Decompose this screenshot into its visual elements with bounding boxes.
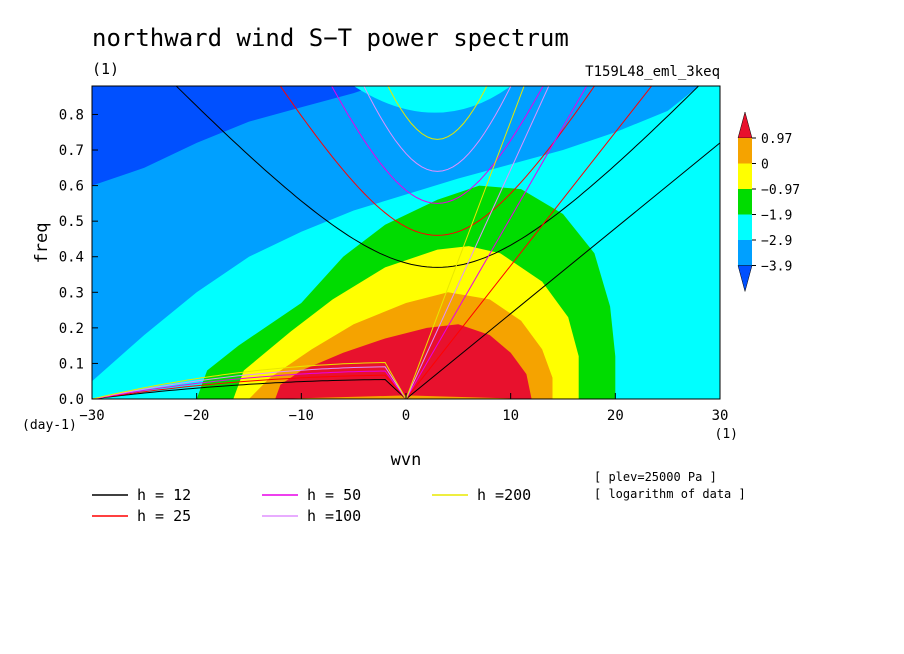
chart-subtitle-left: (1): [92, 60, 119, 78]
legend-label: h =100: [307, 507, 361, 525]
note-plev: [ plev=25000 Pa ]: [594, 470, 717, 484]
note-logarithm: [ logarithm of data ]: [594, 487, 746, 501]
curve-legend: h = 12 h = 25 h = 50 h =100 h =200: [92, 486, 531, 525]
curve-kelvin-200: [405, 86, 525, 399]
curve-ig-12: [175, 86, 700, 268]
curve-rossby-50: [92, 370, 407, 399]
x-tick-label: −30: [79, 408, 104, 424]
curve-kelvin-12: [405, 142, 720, 399]
legend-label: h =200: [477, 486, 531, 504]
colorbar-label: 0: [761, 158, 769, 173]
y-tick-label: 0.1: [59, 356, 84, 372]
colorbar-label: 0.97: [761, 132, 792, 147]
curve-ig-25: [279, 86, 596, 236]
x-tick-label: 10: [502, 408, 519, 424]
colorbar-segment: [738, 214, 752, 240]
x-unit-label: (1): [715, 427, 738, 442]
y-tick-label: 0.8: [59, 107, 84, 123]
y-tick-label: 0.6: [59, 179, 84, 195]
colorbar-segment: [738, 240, 752, 266]
x-axis: −30 −20 −10 0 10 20 30: [79, 393, 728, 424]
colorbar-segment: [738, 138, 752, 164]
colorbar-segment: [738, 163, 752, 189]
y-axis: 0.0 0.1 0.2 0.3 0.4 0.5 0.6 0.7 0.8: [59, 107, 98, 408]
curve-kelvin-50: [405, 86, 588, 399]
y-tick-label: 0.2: [59, 321, 84, 337]
y-tick-label: 0.0: [59, 392, 84, 408]
curve-kelvin-100: [405, 86, 550, 399]
colorbar-label: −1.9: [761, 209, 792, 224]
y-axis-label: freq: [32, 223, 52, 264]
y-tick-label: 0.4: [59, 250, 84, 266]
curve-rossby-200: [92, 361, 407, 399]
legend-label: h = 25: [137, 507, 191, 525]
curve-kelvin-25: [405, 86, 653, 399]
colorbar: 0.97 0 −0.97 −1.9 −2.9 −3.9: [737, 111, 800, 293]
colorbar-label: −0.97: [761, 183, 800, 198]
curve-rossby-25: [92, 374, 407, 399]
plot-area: [92, 86, 720, 399]
chart-title: northward wind S−T power spectrum: [92, 24, 569, 52]
x-axis-label: wvn: [391, 450, 422, 470]
curve-rossby-100: [92, 366, 407, 399]
colorbar-segment: [738, 189, 752, 215]
x-tick-label: −20: [184, 408, 209, 424]
contour-region-top-pocket: [353, 86, 511, 113]
y-tick-label: 0.7: [59, 143, 84, 159]
colorbar-label: −3.9: [761, 260, 792, 275]
curve-ig-50: [331, 86, 544, 204]
legend-label: h = 50: [307, 486, 361, 504]
colorbar-label: −2.9: [761, 234, 792, 249]
x-tick-label: 0: [402, 408, 410, 424]
colorbar-bottom-arrow: [737, 265, 753, 293]
x-tick-label: −10: [289, 408, 314, 424]
colorbar-top-arrow: [737, 111, 753, 139]
legend-label: h = 12: [137, 486, 191, 504]
contour-fills: [92, 86, 720, 399]
y-unit-label: (day-1): [22, 418, 77, 433]
x-tick-label: 30: [712, 408, 729, 424]
chart-subtitle-right: T159L48_eml_3keq: [585, 64, 720, 80]
dispersion-curves: [92, 86, 720, 399]
y-tick-label: 0.5: [59, 214, 84, 230]
curve-ig-100: [363, 86, 512, 172]
y-tick-label: 0.3: [59, 285, 84, 301]
x-tick-label: 20: [607, 408, 624, 424]
curve-rossby-12: [92, 378, 407, 399]
curve-ig-200: [387, 86, 488, 140]
